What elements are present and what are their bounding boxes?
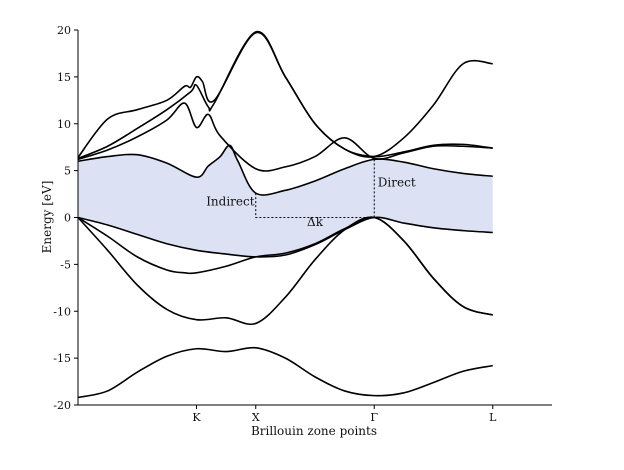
band-gap-fill <box>78 145 493 257</box>
band-line-8 <box>77 31 493 158</box>
y-tick-label: 10 <box>57 118 71 131</box>
x-tick-label: X <box>252 411 260 424</box>
band-lines <box>77 30 493 399</box>
annotation-label: Indirect <box>206 194 255 208</box>
band-line-5 <box>77 144 493 196</box>
indirect-gap-marker <box>255 193 375 218</box>
y-axis-label: Energy [eV] <box>40 181 54 254</box>
gap-markers <box>255 159 375 218</box>
band-line-6 <box>77 102 493 172</box>
band-line-4 <box>77 216 493 258</box>
x-tick-label: Γ <box>370 411 378 424</box>
x-tick-label: K <box>192 411 201 424</box>
ticks: -20 -15 -10 -5 0 5 10 15 20 K X Γ L <box>53 24 497 424</box>
band-line-7 <box>77 30 493 160</box>
y-tick-label: 20 <box>57 24 71 37</box>
y-tick-label: -20 <box>53 399 71 412</box>
gap-region <box>78 145 493 257</box>
y-tick-label: -15 <box>53 352 71 365</box>
annotation-label: Direct <box>378 176 416 190</box>
y-tick-label: 5 <box>64 165 71 178</box>
y-tick-label: -10 <box>53 305 71 318</box>
annotations: Indirect Direct Δk <box>206 176 416 229</box>
y-tick-label: 15 <box>57 71 71 84</box>
x-tick-label: L <box>489 411 497 424</box>
band-line-3 <box>77 216 493 316</box>
y-tick-label: -5 <box>60 258 71 271</box>
annotation-label: Δk <box>307 215 324 229</box>
band-line-1 <box>77 346 493 399</box>
x-axis-label: Brillouin zone points <box>251 424 377 438</box>
y-tick-label: 0 <box>64 212 71 225</box>
